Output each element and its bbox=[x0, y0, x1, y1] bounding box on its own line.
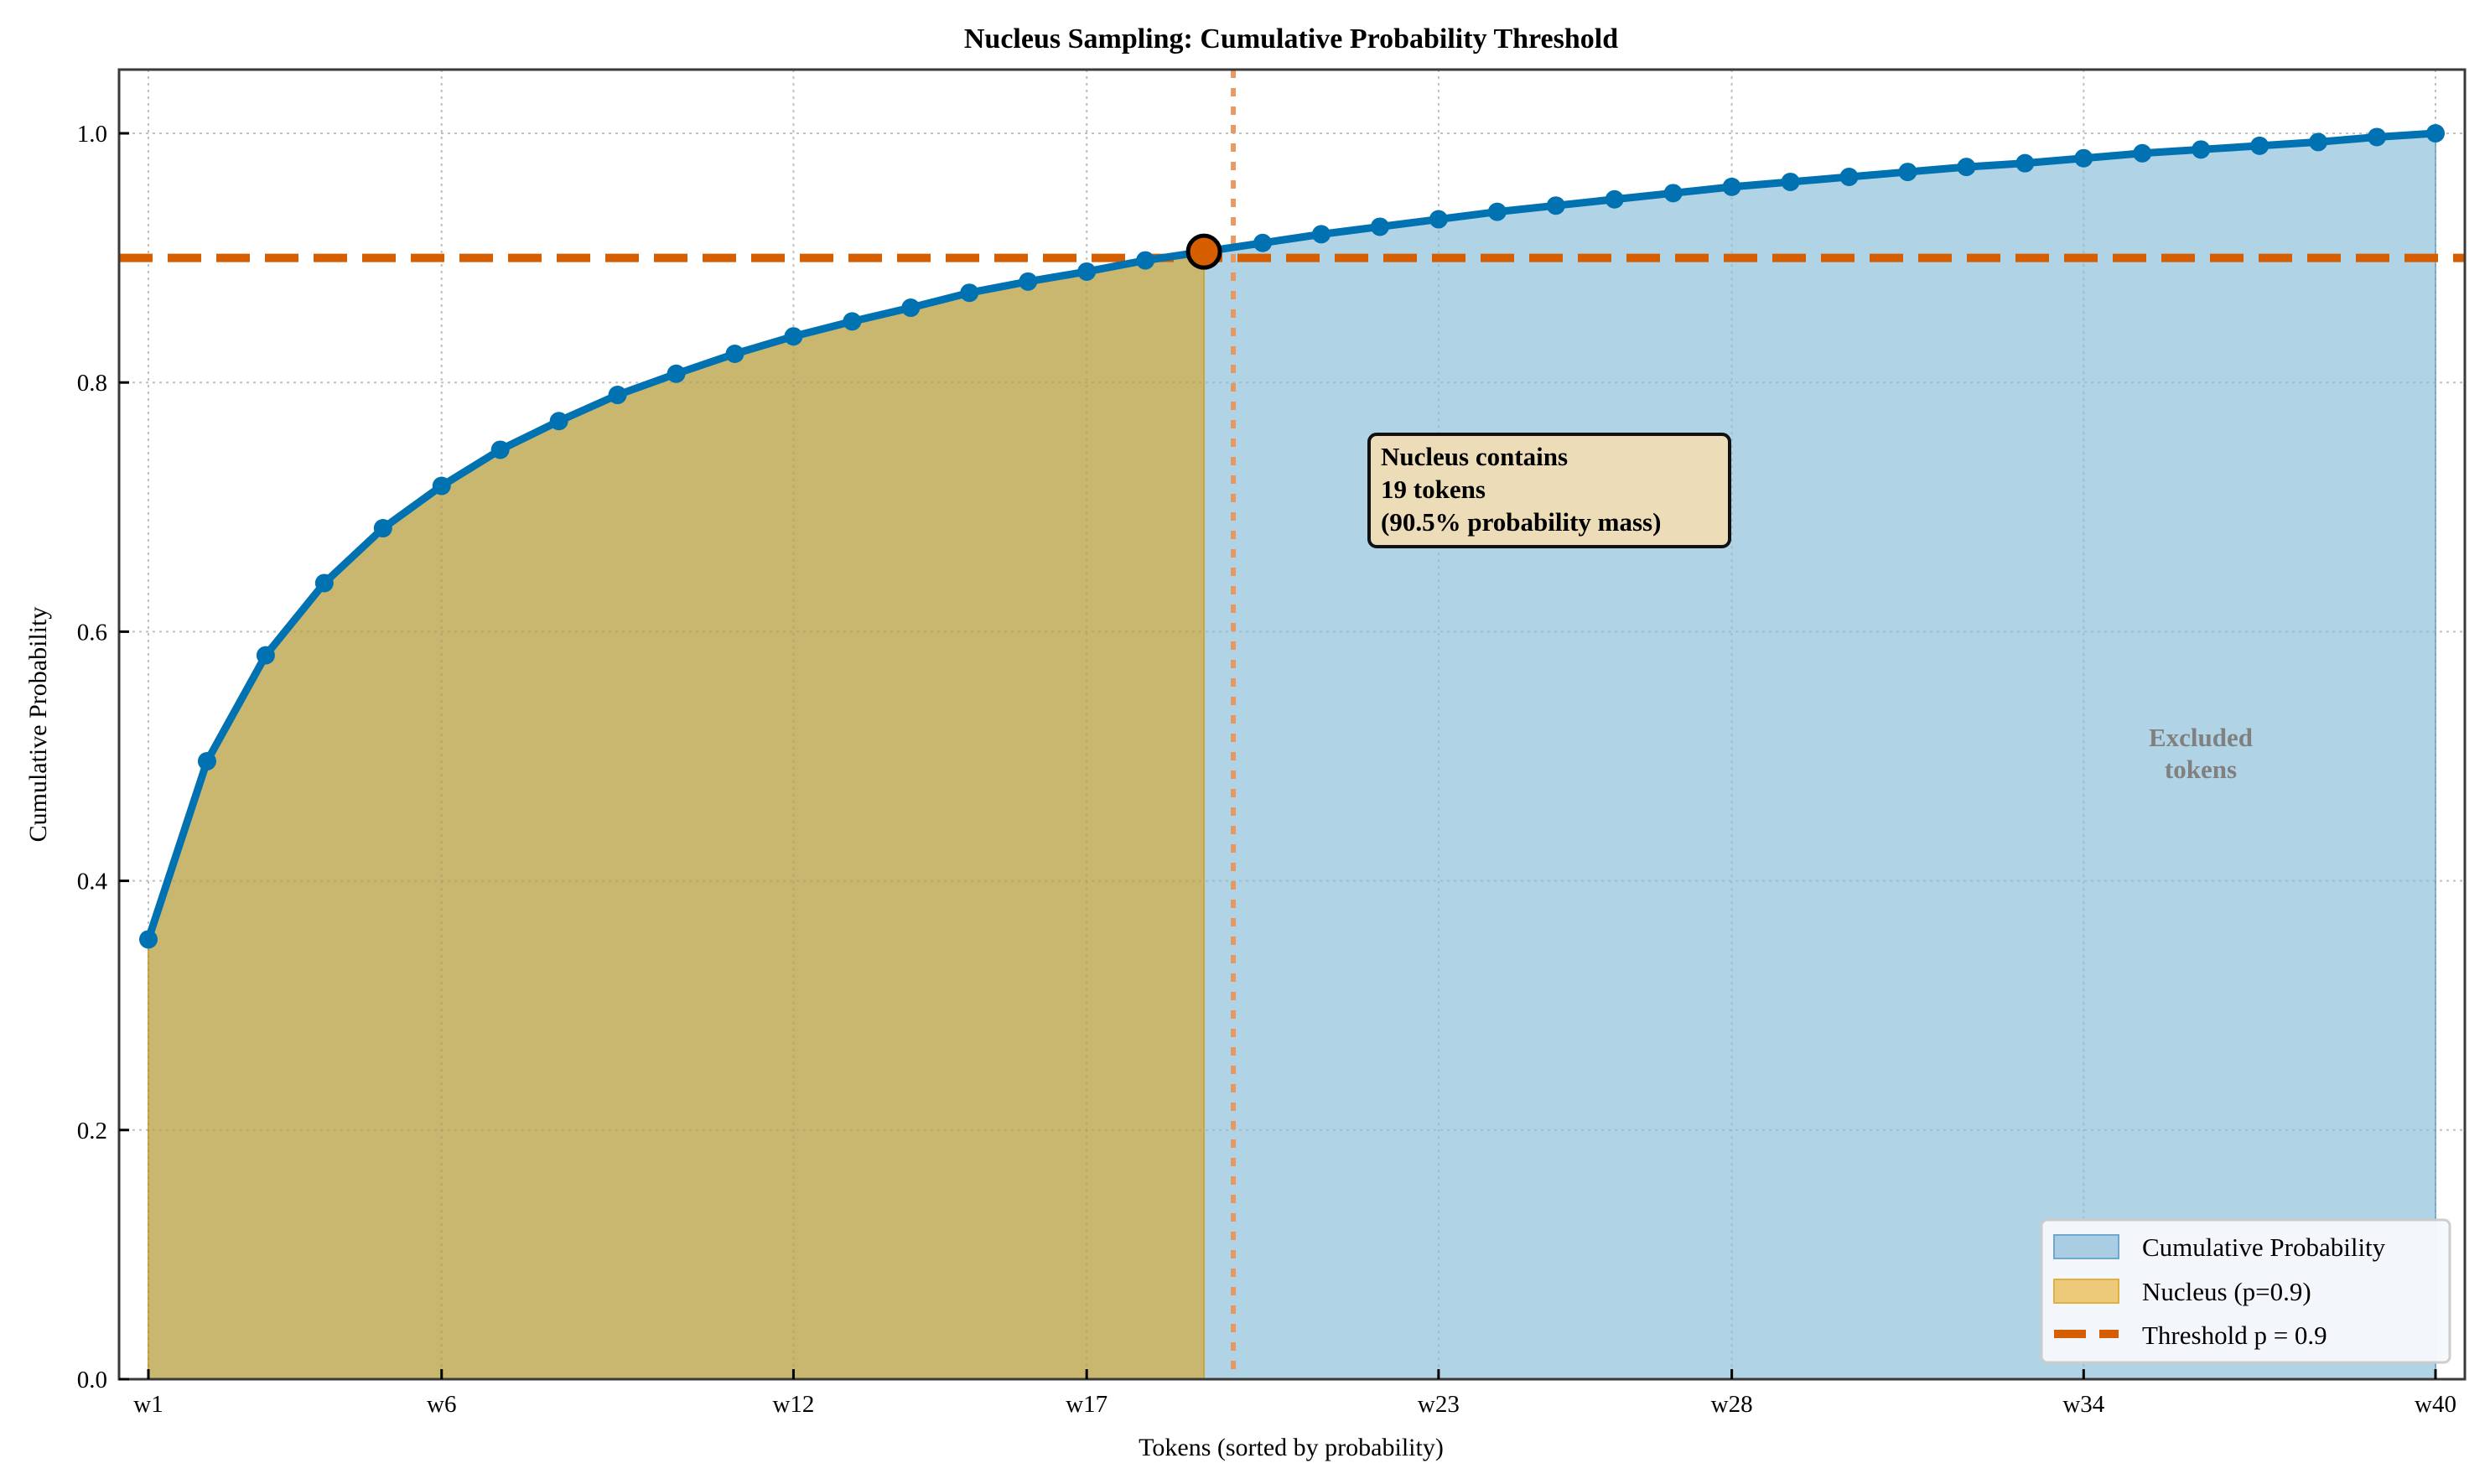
x-tick-label: w17 bbox=[1066, 1391, 1108, 1418]
data-point-w29 bbox=[1781, 172, 1800, 191]
data-point-w36 bbox=[2192, 140, 2211, 159]
legend: Cumulative Probability Nucleus (p=0.9) T… bbox=[2040, 1218, 2451, 1364]
data-point-w25 bbox=[1546, 196, 1565, 215]
data-point-w2 bbox=[197, 751, 216, 771]
data-point-w26 bbox=[1605, 189, 1624, 209]
data-point-w15 bbox=[960, 283, 979, 303]
x-tick-label: w6 bbox=[427, 1391, 456, 1418]
annotation-line-2: 19 tokens bbox=[1381, 475, 1486, 504]
data-point-w6 bbox=[432, 476, 451, 496]
data-point-w38 bbox=[2309, 132, 2328, 152]
cutoff-marker bbox=[1185, 233, 1222, 270]
y-tick-label: 0.6 bbox=[77, 619, 107, 646]
data-point-w4 bbox=[314, 573, 334, 593]
x-tick-label: w28 bbox=[1711, 1391, 1753, 1418]
data-point-w35 bbox=[2133, 143, 2152, 163]
data-point-w12 bbox=[784, 327, 803, 346]
data-point-w3 bbox=[256, 646, 275, 665]
data-point-w31 bbox=[1898, 163, 1917, 182]
data-point-w34 bbox=[2074, 148, 2093, 168]
y-tick-label: 0.4 bbox=[77, 869, 108, 895]
data-point-w37 bbox=[2250, 136, 2270, 155]
y-axis-label: Cumulative Probability bbox=[24, 607, 52, 843]
data-point-w24 bbox=[1487, 202, 1507, 221]
data-point-w11 bbox=[725, 345, 744, 364]
data-point-w23 bbox=[1429, 210, 1448, 229]
x-tick-label: w40 bbox=[2415, 1391, 2456, 1418]
data-point-w9 bbox=[608, 386, 627, 405]
chart-title: Nucleus Sampling: Cumulative Probability… bbox=[964, 23, 1618, 54]
x-tick-label: w34 bbox=[2062, 1391, 2104, 1418]
data-point-w14 bbox=[901, 298, 921, 318]
data-point-w17 bbox=[1077, 262, 1097, 281]
x-axis-label: Tokens (sorted by probability) bbox=[1139, 1434, 1444, 1461]
legend-box bbox=[2040, 1218, 2451, 1364]
annotation-box bbox=[1367, 433, 1731, 548]
data-point-w40 bbox=[2426, 124, 2445, 143]
data-point-w30 bbox=[1839, 168, 1859, 187]
data-point-w8 bbox=[549, 412, 568, 431]
legend-label-threshold: Threshold p = 0.9 bbox=[2142, 1321, 2327, 1350]
data-point-w39 bbox=[2368, 127, 2387, 147]
excluded-annotation: Excluded tokens bbox=[2149, 723, 2253, 784]
x-tick-label: w12 bbox=[772, 1391, 814, 1418]
data-point-w18 bbox=[1136, 251, 1155, 270]
legend-swatch-nucleus bbox=[2053, 1279, 2119, 1304]
legend-swatch-cumulative bbox=[2053, 1234, 2119, 1259]
annotation-line-3: (90.5% probability mass) bbox=[1381, 507, 1661, 537]
y-tick-label: 0.2 bbox=[77, 1118, 107, 1144]
y-tick-label: 0.0 bbox=[77, 1367, 107, 1393]
data-point-w20 bbox=[1253, 233, 1273, 252]
data-point-w16 bbox=[1019, 272, 1038, 291]
x-tick-label: w23 bbox=[1418, 1391, 1460, 1418]
data-point-w7 bbox=[490, 440, 510, 459]
data-point-w13 bbox=[843, 312, 862, 331]
legend-label-nucleus: Nucleus (p=0.9) bbox=[2142, 1277, 2311, 1306]
excluded-line-2: tokens bbox=[2165, 755, 2237, 784]
data-point-w33 bbox=[2015, 153, 2035, 173]
x-axis: w1 w6 w12 w17 w23 w28 w34 w40 bbox=[133, 1369, 2456, 1418]
data-point-w10 bbox=[667, 364, 686, 383]
y-tick-label: 0.8 bbox=[77, 370, 107, 397]
legend-label-cumulative: Cumulative Probability bbox=[2142, 1232, 2386, 1262]
data-point-w22 bbox=[1370, 217, 1389, 236]
plot-frame bbox=[117, 68, 2467, 1381]
data-point-w5 bbox=[373, 519, 392, 538]
data-point-w32 bbox=[1957, 158, 1976, 177]
x-tick-label: w1 bbox=[133, 1391, 163, 1418]
data-point-w21 bbox=[1311, 225, 1331, 244]
annotation-line-1: Nucleus contains bbox=[1381, 442, 1568, 471]
data-point-w28 bbox=[1722, 177, 1741, 196]
y-tick-label: 1.0 bbox=[77, 121, 107, 148]
cumulative-probability-line bbox=[144, 129, 2436, 941]
data-point-w27 bbox=[1663, 184, 1683, 203]
nucleus-annotation: Nucleus contains 19 tokens (90.5% probab… bbox=[1367, 433, 1731, 548]
excluded-line-1: Excluded bbox=[2149, 723, 2253, 752]
data-point-w1 bbox=[139, 930, 158, 949]
y-axis: 0.0 0.2 0.4 0.6 0.8 1.0 bbox=[77, 121, 129, 1393]
